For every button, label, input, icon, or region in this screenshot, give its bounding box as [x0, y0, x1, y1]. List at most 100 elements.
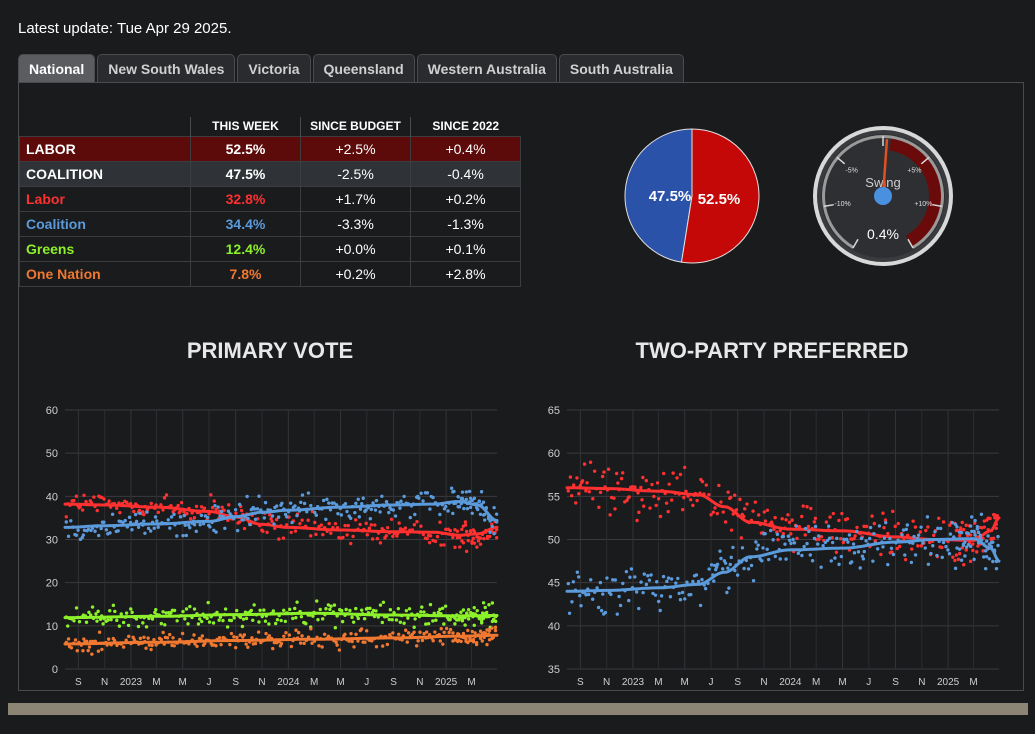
this-week-cell: 34.4%: [190, 210, 301, 237]
data-point: [108, 608, 112, 613]
data-point: [99, 526, 103, 531]
data-point: [353, 510, 357, 515]
x-tick-label: M: [310, 677, 318, 688]
table-row: One Nation 7.8% +0.2% +2.8%: [19, 260, 521, 287]
data-point: [816, 542, 820, 546]
pie-slice-coalition: [624, 128, 693, 263]
data-point: [935, 553, 939, 558]
data-point: [795, 536, 799, 541]
data-point: [964, 545, 969, 549]
data-point: [837, 562, 841, 567]
data-point: [232, 616, 236, 620]
data-point: [333, 626, 338, 630]
data-point: [817, 534, 821, 538]
data-point: [652, 494, 656, 499]
tab-south-australia[interactable]: South Australia: [558, 54, 684, 83]
data-point: [884, 520, 888, 525]
data-point: [746, 567, 751, 571]
data-point: [397, 632, 401, 636]
data-point: [96, 649, 101, 653]
data-point: [328, 607, 332, 612]
data-point: [591, 497, 595, 501]
data-point: [589, 578, 593, 582]
data-point: [460, 490, 465, 494]
data-point: [350, 639, 354, 644]
data-point: [263, 619, 268, 623]
data-point: [669, 577, 674, 581]
data-point: [688, 498, 693, 502]
x-tick-label: 2023: [120, 677, 143, 688]
data-point: [322, 632, 327, 636]
tab-queensland[interactable]: Queensland: [312, 54, 415, 83]
data-point: [451, 511, 455, 516]
data-point: [606, 467, 611, 471]
data-point: [802, 544, 806, 549]
data-point: [769, 520, 774, 524]
data-point: [291, 616, 295, 621]
data-point: [460, 527, 464, 532]
data-point: [302, 641, 306, 646]
x-tick-label: M: [969, 677, 977, 688]
data-point: [582, 462, 587, 466]
data-point: [728, 495, 733, 500]
data-point: [438, 520, 442, 524]
data-point: [841, 540, 846, 545]
data-point: [306, 491, 311, 495]
trend-line: [63, 633, 499, 646]
data-point: [440, 606, 445, 611]
data-point: [325, 497, 329, 502]
y-tick-label: 0: [52, 664, 58, 676]
data-point: [890, 550, 894, 554]
data-point: [909, 560, 914, 565]
summary-table: THIS WEEK SINCE BUDGET SINCE 2022 LABOR 5…: [19, 117, 521, 287]
data-point: [72, 619, 76, 623]
data-point: [154, 643, 158, 647]
data-point: [334, 640, 338, 645]
data-point: [271, 609, 276, 613]
data-point: [718, 549, 722, 553]
data-point: [870, 514, 874, 518]
data-point: [656, 497, 661, 501]
data-point: [608, 513, 612, 517]
tab-western-australia[interactable]: Western Australia: [416, 54, 557, 83]
data-point: [959, 558, 964, 562]
tab-new-south-wales[interactable]: New South Wales: [97, 54, 236, 83]
data-point: [270, 514, 275, 518]
data-point: [350, 615, 354, 620]
data-point: [354, 606, 358, 611]
data-point: [971, 542, 975, 546]
data-point: [299, 615, 304, 619]
data-point: [828, 515, 832, 519]
data-point: [575, 570, 580, 574]
data-point: [739, 536, 744, 540]
data-point: [790, 518, 794, 522]
data-point: [444, 626, 449, 631]
data-point: [666, 576, 671, 580]
trend-line: [63, 502, 499, 537]
data-point: [659, 594, 664, 598]
data-point: [194, 529, 198, 534]
data-point: [858, 566, 862, 570]
data-point: [947, 552, 952, 556]
x-tick-label: J: [207, 677, 212, 688]
data-point: [142, 635, 146, 640]
data-point: [381, 600, 386, 605]
data-point: [387, 510, 391, 515]
data-point: [250, 636, 254, 640]
x-tick-label: N: [101, 677, 108, 688]
data-point: [321, 498, 326, 503]
data-point: [443, 604, 448, 608]
data-point: [756, 543, 760, 547]
data-point: [300, 518, 304, 522]
data-point: [275, 618, 280, 622]
data-point: [374, 609, 378, 613]
tab-national[interactable]: National: [18, 54, 96, 83]
data-point: [255, 507, 260, 511]
data-point: [438, 607, 442, 612]
data-point: [464, 490, 469, 494]
data-point: [671, 471, 675, 475]
pie-label-labor: 52.5%: [698, 191, 741, 208]
data-point: [442, 622, 446, 626]
tab-victoria[interactable]: Victoria: [237, 54, 311, 83]
data-point: [896, 521, 900, 526]
